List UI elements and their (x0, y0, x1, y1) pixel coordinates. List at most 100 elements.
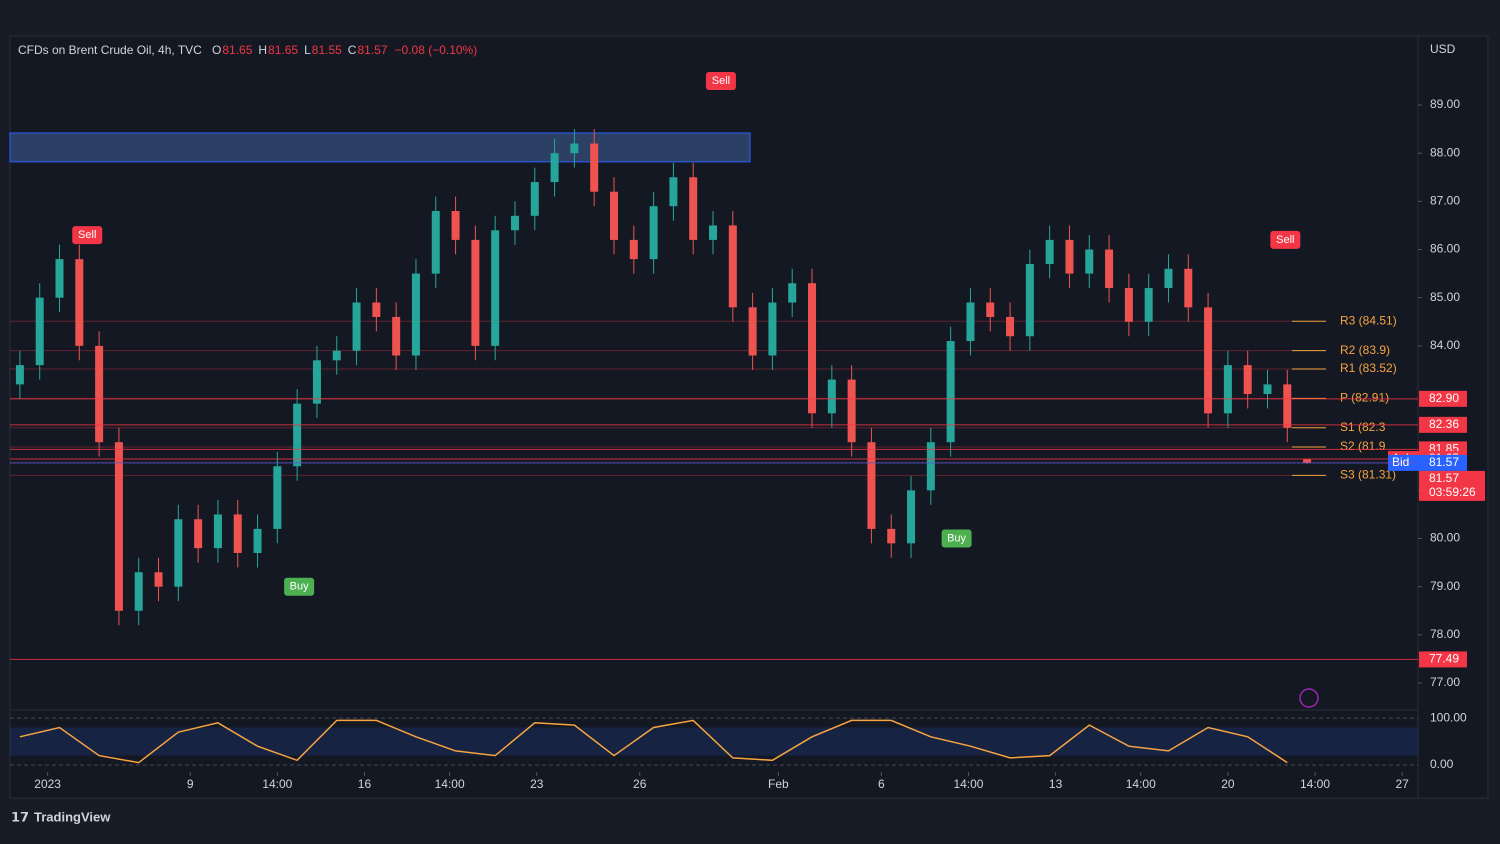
y-tick-label: 80.00 (1430, 531, 1460, 545)
price-tag-label: 77.49 (1429, 652, 1459, 666)
candle-body (590, 143, 599, 192)
candle-body (728, 225, 737, 308)
candle-body (867, 442, 876, 529)
y-tick-label: 78.00 (1430, 627, 1460, 641)
ohlc-value: −0.08 (−0.10%) (395, 43, 478, 57)
y-tick-label: 88.00 (1430, 145, 1460, 159)
price-tag-label: 82.36 (1429, 417, 1459, 431)
brand-logo: 𝟭𝟳 (11, 809, 29, 824)
price-tag (1419, 651, 1467, 668)
x-tick-label: 23 (530, 777, 544, 791)
candle-body (1243, 365, 1252, 395)
price-tag (1419, 416, 1467, 433)
alert-icon[interactable] (1299, 688, 1319, 708)
y-tick-label: 85.00 (1430, 290, 1460, 304)
x-tick-label: 14:00 (1300, 777, 1330, 791)
candle-body (788, 283, 797, 303)
currency: USD (1430, 42, 1456, 56)
candle-body (332, 350, 341, 361)
candle-body (213, 514, 222, 549)
candle-body (530, 182, 539, 216)
candle-body (114, 442, 123, 611)
candle-body (966, 302, 975, 342)
candle-body (174, 519, 183, 587)
x-tick-label: 16 (358, 777, 372, 791)
candle-body (1184, 268, 1193, 308)
y-tick-label: 77.00 (1430, 675, 1460, 689)
candle-body (689, 177, 698, 240)
signal-label: Buy (947, 532, 966, 544)
x-tick-label: 26 (633, 777, 647, 791)
x-tick-label: 2023 (34, 777, 61, 791)
y-tick-label: 79.00 (1430, 579, 1460, 593)
candle-body (926, 442, 935, 491)
bid-name: Bid (1392, 455, 1409, 469)
osc-tick-label: 100.00 (1430, 710, 1467, 724)
candle-body (847, 379, 856, 443)
y-tick-label: 89.00 (1430, 97, 1460, 111)
signal-label: Buy (290, 581, 309, 593)
x-tick-label: Feb (768, 777, 789, 791)
candle-body (392, 316, 401, 356)
candle-body (471, 239, 480, 346)
pivot-label: R2 (83.9) (1340, 343, 1390, 357)
signal-label: Sell (712, 75, 730, 87)
candle-body (887, 528, 896, 544)
signal-box (705, 71, 736, 90)
candle-body (1124, 288, 1133, 322)
candle-body (768, 302, 777, 356)
y-tick-label: 84.00 (1430, 338, 1460, 352)
signal-box (1270, 230, 1301, 249)
osc-line (19, 719, 1288, 764)
price-tag-label: 82.90 (1429, 391, 1459, 405)
symbol: CFDs on Brent Crude Oil, 4h, TVC (18, 43, 202, 57)
candle-body (649, 206, 658, 260)
signal-box (284, 577, 315, 596)
x-tick-label: 14:00 (435, 777, 465, 791)
signal-box (941, 529, 972, 548)
candle-body (273, 466, 282, 529)
candle-body (75, 259, 84, 346)
candle-body (293, 403, 302, 467)
candle-body (550, 153, 559, 183)
bid-box (1388, 454, 1419, 471)
candle-body (194, 519, 203, 549)
pivot-label: S3 (81.31) (1340, 468, 1396, 482)
candle-body (629, 239, 638, 260)
ohlc-value: 81.65 (222, 43, 252, 57)
last-label: 81.57 (1429, 471, 1459, 485)
candle-body (35, 297, 44, 366)
candle-body (1025, 263, 1034, 337)
candle-body (907, 490, 916, 544)
candle-body (411, 273, 420, 356)
candle-body (312, 360, 321, 404)
candle-body (946, 341, 955, 443)
zone (9, 132, 751, 163)
x-tick-label: 14:00 (262, 777, 292, 791)
signal-box (72, 226, 103, 245)
candle-body (55, 259, 64, 298)
candle-body (491, 230, 500, 346)
ohlc-value: 81.65 (268, 43, 298, 57)
candle-body (609, 191, 618, 240)
candle-body (1283, 384, 1292, 428)
x-tick-label: 9 (187, 777, 194, 791)
x-tick-label: 27 (1395, 777, 1409, 791)
last-tag (1419, 470, 1485, 501)
price-tag (1419, 390, 1467, 407)
candle-body (808, 283, 817, 414)
candle-body (709, 225, 718, 240)
candle-body (1144, 288, 1153, 322)
candle-body (570, 143, 579, 154)
x-tick-label: 20 (1221, 777, 1235, 791)
brand: TradingView (34, 809, 111, 824)
ohlc-key: O (212, 43, 221, 57)
candle-body (372, 302, 381, 317)
candle-body (1045, 239, 1054, 264)
pivot-label: R1 (83.52) (1340, 361, 1397, 375)
candle-body (669, 177, 678, 207)
candle-body (431, 210, 440, 274)
ohlc-value: 81.55 (312, 43, 342, 57)
ohlc-key: L (304, 43, 311, 57)
bid-tag (1419, 454, 1467, 471)
